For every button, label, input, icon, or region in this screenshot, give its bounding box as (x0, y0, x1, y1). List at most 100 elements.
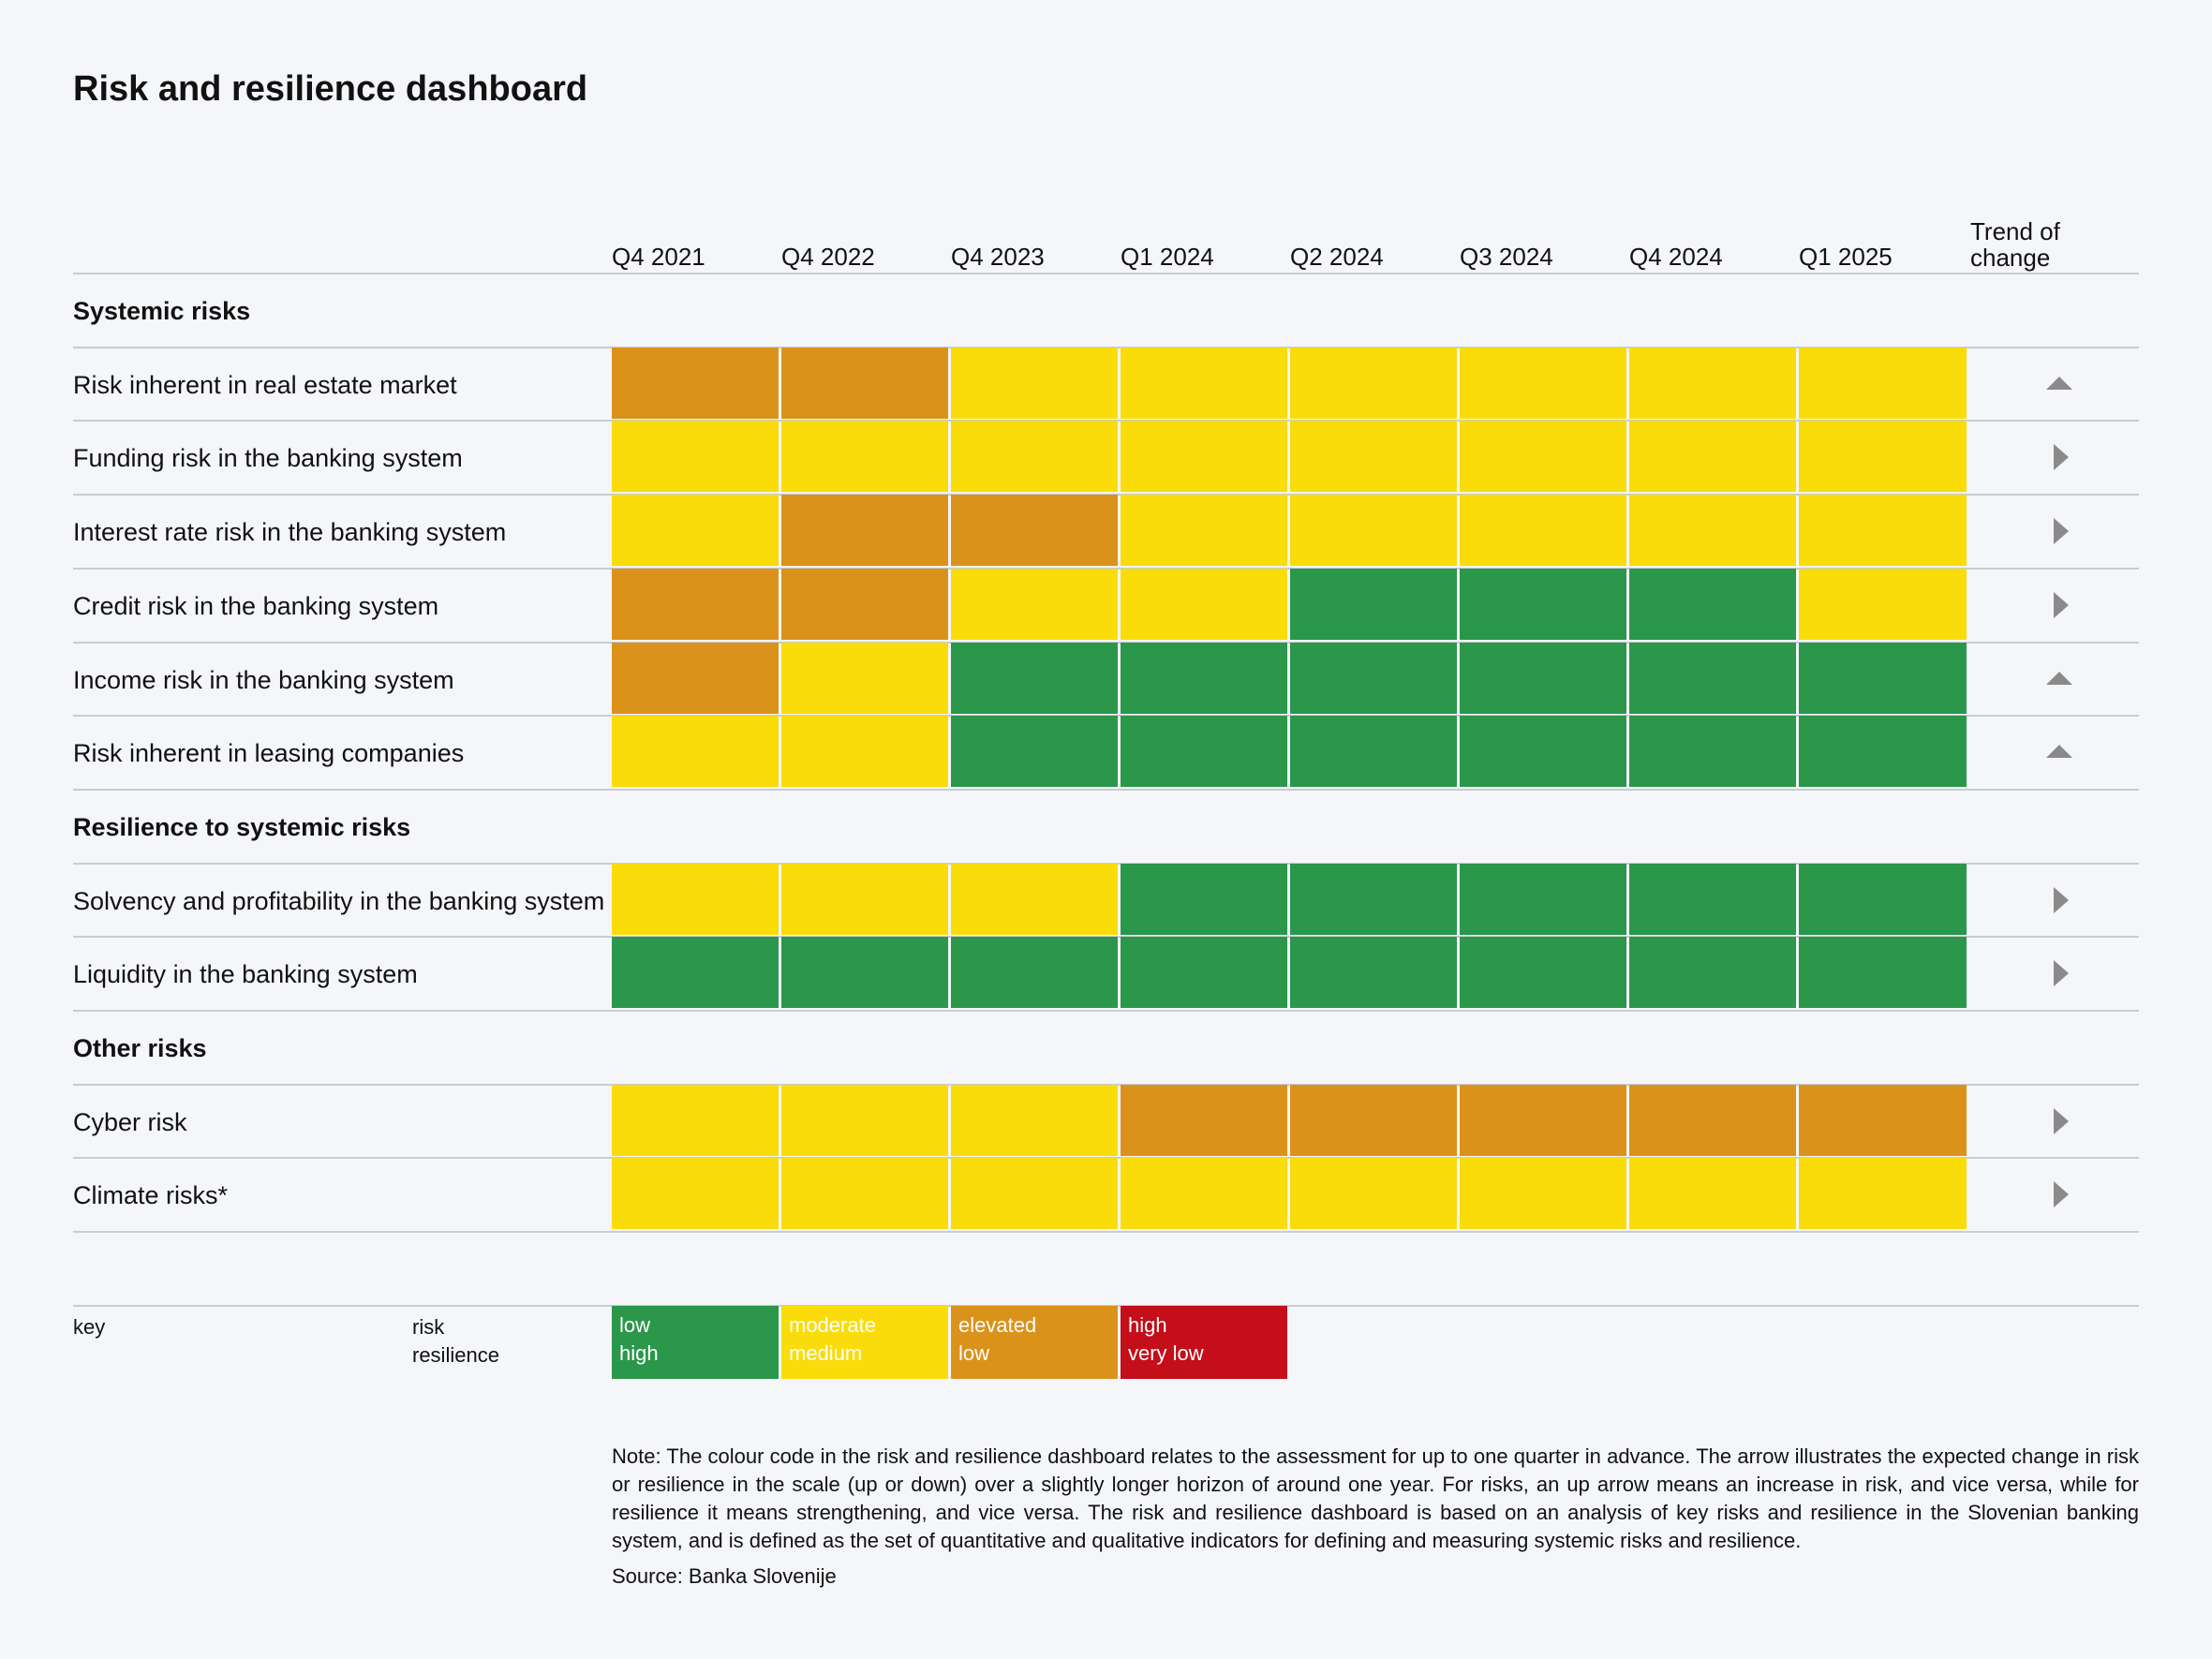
column-header: Q4 2022 (781, 243, 875, 271)
heat-cell-moderate (781, 716, 948, 788)
heat-cell-low (1460, 863, 1626, 935)
heat-cell-low (1629, 863, 1796, 935)
column-header: Q2 2024 (1290, 243, 1384, 271)
heat-cell-moderate (1460, 421, 1626, 493)
heat-cell-moderate (1290, 495, 1457, 567)
heat-cell-moderate (1629, 421, 1796, 493)
heat-cell-low (1460, 568, 1626, 640)
trend-flat-icon (2054, 591, 2069, 618)
heat-cell-moderate (612, 1158, 779, 1230)
heat-cell-moderate (951, 568, 1118, 640)
heat-cell-low (781, 937, 948, 1009)
key-resilience-text: low (958, 1341, 990, 1365)
heat-cell-low (1290, 642, 1457, 714)
heat-cell-low (1121, 863, 1287, 935)
heat-cell-moderate (1290, 1158, 1457, 1230)
heat-cell-low (1460, 642, 1626, 714)
row-label: Income risk in the banking system (73, 665, 454, 694)
heat-cell-low (1290, 716, 1457, 788)
heat-cell-elevated (1629, 1084, 1796, 1156)
heat-cell-moderate (781, 642, 948, 714)
row-label: Risk inherent in real estate market (73, 370, 457, 399)
heat-cell-moderate (781, 863, 948, 935)
heat-cell-low (1799, 863, 1967, 935)
key-resilience-label: resilience (412, 1343, 499, 1367)
page-title: Risk and resilience dashboard (73, 69, 588, 109)
heat-cell-elevated (781, 568, 948, 640)
key-risk-text: moderate (789, 1313, 876, 1337)
heat-cell-low (1290, 863, 1457, 935)
key-swatch-high: high very low (1121, 1306, 1287, 1379)
heat-cell-elevated (1121, 1084, 1287, 1156)
trend-header: Trend of (1970, 217, 2060, 245)
heat-cell-moderate (781, 1158, 948, 1230)
row-label: Funding risk in the banking system (73, 444, 463, 473)
row-divider (73, 1231, 2139, 1234)
heat-cell-moderate (1629, 1158, 1796, 1230)
key-risk-text: high (1128, 1313, 1167, 1337)
key-resilience-text: medium (789, 1341, 863, 1365)
heat-cell-moderate (1290, 421, 1457, 493)
heat-cell-low (1799, 716, 1967, 788)
heat-cell-elevated (1799, 1084, 1967, 1156)
heat-cell-low (951, 642, 1118, 714)
heat-cell-moderate (1121, 495, 1287, 567)
heat-cell-low (1460, 937, 1626, 1009)
section-title: Resilience to systemic risks (73, 812, 411, 841)
trend-flat-icon (2054, 886, 2069, 913)
heat-cell-moderate (1799, 495, 1967, 567)
trend-flat-icon (2054, 444, 2069, 471)
trend-header: change (1970, 244, 2051, 272)
trend-up-icon (2046, 745, 2072, 759)
heat-cell-moderate (781, 1084, 948, 1156)
key-swatch-elevated: elevated low (951, 1306, 1118, 1379)
column-header: Q3 2024 (1460, 243, 1553, 271)
row-label: Liquidity in the banking system (73, 960, 418, 989)
column-header: Q1 2025 (1799, 243, 1893, 271)
heat-cell-low (612, 937, 779, 1009)
heat-cell-low (1460, 716, 1626, 788)
heat-cell-elevated (1460, 1084, 1626, 1156)
key-label: key (73, 1315, 106, 1339)
heat-cell-low (1629, 716, 1796, 788)
heat-cell-elevated (951, 495, 1118, 567)
heat-cell-moderate (1121, 421, 1287, 493)
heat-cell-moderate (951, 1158, 1118, 1230)
row-label: Interest rate risk in the banking system (73, 518, 507, 547)
heat-cell-moderate (1799, 568, 1967, 640)
heat-cell-elevated (612, 568, 779, 640)
heat-cell-low (1290, 937, 1457, 1009)
heat-cell-moderate (1460, 347, 1626, 419)
column-header: Q4 2023 (951, 243, 1045, 271)
heat-cell-moderate (612, 421, 779, 493)
key-risk-label: risk (412, 1315, 445, 1339)
footnote: Note: The colour code in the risk and re… (612, 1444, 2139, 1552)
heat-cell-moderate (1799, 1158, 1967, 1230)
heat-cell-moderate (1460, 1158, 1626, 1230)
heat-cell-low (1121, 716, 1287, 788)
heat-cell-moderate (951, 421, 1118, 493)
section-title: Other risks (73, 1034, 207, 1062)
key-resilience-text: very low (1128, 1341, 1204, 1365)
heat-cell-moderate (1629, 347, 1796, 419)
heat-cell-elevated (1290, 1084, 1457, 1156)
heat-cell-moderate (1460, 495, 1626, 567)
heat-cell-low (1629, 937, 1796, 1009)
trend-up-icon (2046, 671, 2072, 685)
heat-cell-moderate (612, 863, 779, 935)
row-label: Solvency and profitability in the bankin… (73, 886, 605, 915)
section-title: Systemic risks (73, 297, 251, 325)
trend-flat-icon (2054, 1107, 2069, 1134)
source-note: Source: Banka Slovenije (612, 1564, 837, 1588)
heat-cell-moderate (951, 347, 1118, 419)
heat-cell-low (1629, 568, 1796, 640)
column-header: Q4 2021 (612, 243, 705, 271)
heat-cell-low (1799, 642, 1967, 714)
column-header: Q4 2024 (1629, 243, 1723, 271)
heat-cell-moderate (1629, 495, 1796, 567)
heat-cell-low (951, 716, 1118, 788)
heat-cell-moderate (781, 421, 948, 493)
heat-cell-low (1799, 937, 1967, 1009)
trend-flat-icon (2054, 518, 2069, 545)
